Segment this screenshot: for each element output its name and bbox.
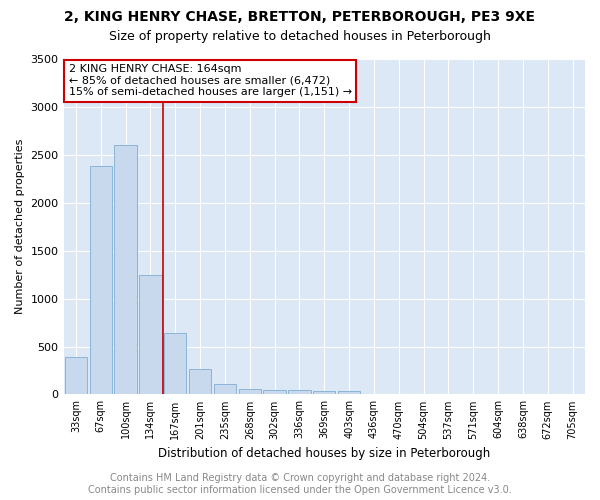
Bar	[189, 369, 211, 394]
Bar	[288, 390, 311, 394]
Bar	[313, 390, 335, 394]
Bar	[65, 357, 87, 395]
Bar	[214, 384, 236, 394]
Y-axis label: Number of detached properties: Number of detached properties	[15, 139, 25, 314]
Bar	[239, 389, 261, 394]
Text: 2 KING HENRY CHASE: 164sqm
← 85% of detached houses are smaller (6,472)
15% of s: 2 KING HENRY CHASE: 164sqm ← 85% of deta…	[69, 64, 352, 97]
Bar	[89, 166, 112, 394]
Text: Contains HM Land Registry data © Crown copyright and database right 2024.
Contai: Contains HM Land Registry data © Crown c…	[88, 474, 512, 495]
Bar	[139, 274, 161, 394]
Bar	[263, 390, 286, 394]
Text: Size of property relative to detached houses in Peterborough: Size of property relative to detached ho…	[109, 30, 491, 43]
Text: 2, KING HENRY CHASE, BRETTON, PETERBOROUGH, PE3 9XE: 2, KING HENRY CHASE, BRETTON, PETERBOROU…	[65, 10, 536, 24]
X-axis label: Distribution of detached houses by size in Peterborough: Distribution of detached houses by size …	[158, 447, 490, 460]
Bar	[115, 146, 137, 394]
Bar	[338, 391, 360, 394]
Bar	[164, 333, 187, 394]
